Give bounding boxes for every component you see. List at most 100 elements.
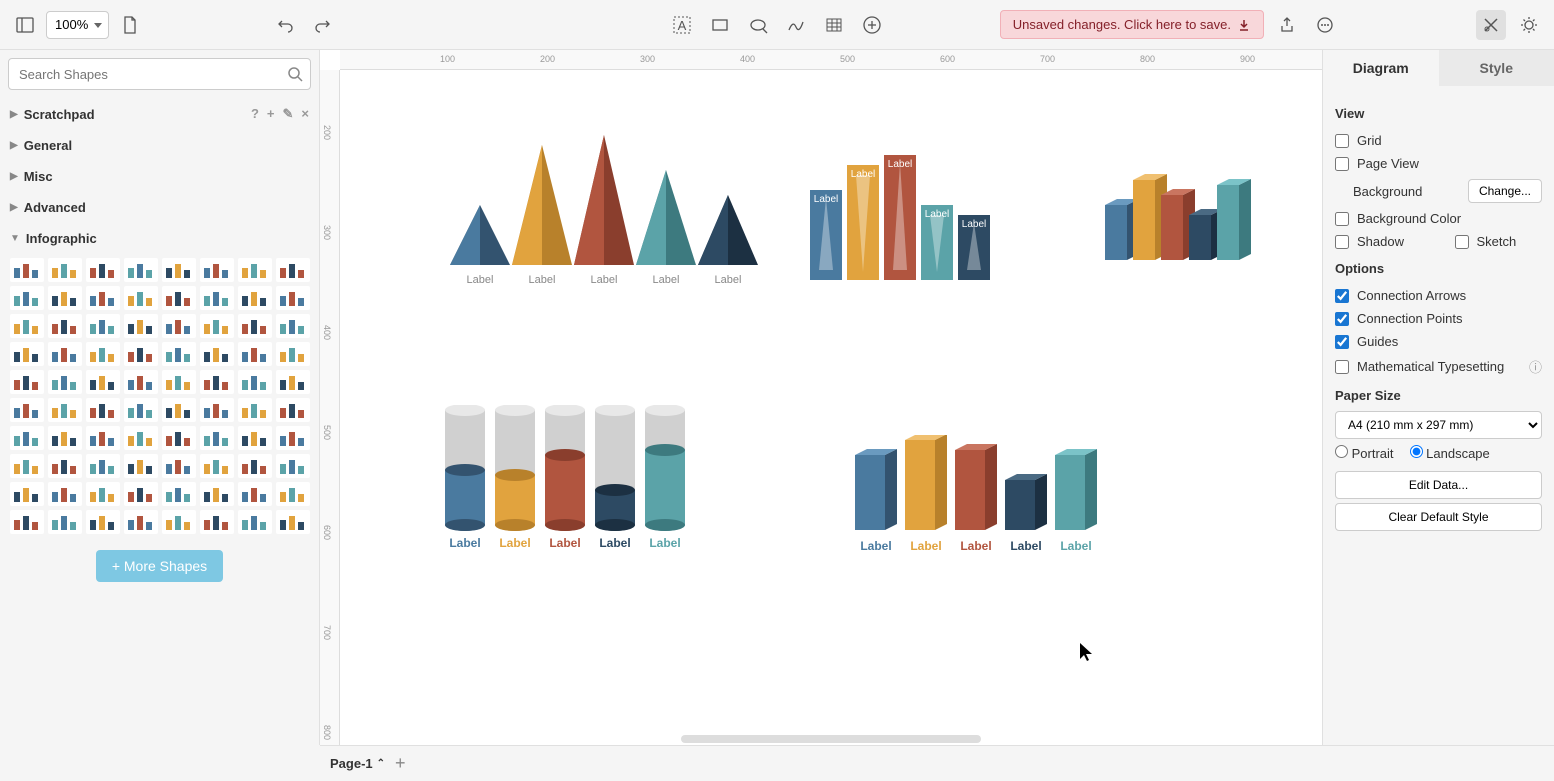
shape-thumb[interactable] — [276, 370, 310, 394]
shape-thumb[interactable] — [200, 398, 234, 422]
pyramid-chart[interactable]: LabelLabelLabelLabelLabel — [420, 130, 780, 325]
shape-thumb[interactable] — [200, 342, 234, 366]
shape-thumb[interactable] — [48, 370, 82, 394]
section-misc[interactable]: ▶Misc — [0, 161, 319, 192]
add-icon[interactable]: + — [267, 106, 275, 122]
shape-thumb[interactable] — [10, 286, 44, 310]
add-page-button[interactable]: + — [395, 753, 406, 774]
shape-thumb[interactable] — [124, 314, 158, 338]
sketch-checkbox[interactable] — [1455, 235, 1469, 249]
shape-thumb[interactable] — [238, 314, 272, 338]
shape-thumb[interactable] — [10, 258, 44, 282]
shape-thumb[interactable] — [124, 510, 158, 534]
shape-thumb[interactable] — [162, 426, 196, 450]
undo-icon[interactable] — [271, 10, 301, 40]
math-checkbox[interactable] — [1335, 360, 1349, 374]
shape-thumb[interactable] — [276, 398, 310, 422]
shape-thumb[interactable] — [162, 398, 196, 422]
close-icon[interactable]: × — [301, 106, 309, 122]
shape-thumb[interactable] — [238, 342, 272, 366]
shape-thumb[interactable] — [238, 398, 272, 422]
shape-thumb[interactable] — [124, 454, 158, 478]
shape-thumb[interactable] — [48, 426, 82, 450]
shape-thumb[interactable] — [86, 258, 120, 282]
tab-style[interactable]: Style — [1439, 50, 1554, 86]
shape-thumb[interactable] — [86, 398, 120, 422]
shape-thumb[interactable] — [86, 454, 120, 478]
shape-thumb[interactable] — [200, 482, 234, 506]
section-scratchpad[interactable]: ▶ Scratchpad ? + ✎ × — [0, 98, 319, 130]
section-general[interactable]: ▶General — [0, 130, 319, 161]
shape-thumb[interactable] — [10, 314, 44, 338]
shape-thumb[interactable] — [10, 370, 44, 394]
shape-thumb[interactable] — [200, 454, 234, 478]
iso-bar-chart[interactable] — [1105, 160, 1275, 305]
more-icon[interactable] — [1310, 10, 1340, 40]
shape-thumb[interactable] — [162, 314, 196, 338]
more-shapes-button[interactable]: + More Shapes — [96, 550, 223, 582]
shape-thumb[interactable] — [86, 482, 120, 506]
shape-thumb[interactable] — [48, 482, 82, 506]
shape-thumb[interactable] — [48, 286, 82, 310]
shape-thumb[interactable] — [238, 370, 272, 394]
help-icon[interactable]: ⓘ — [1529, 357, 1542, 376]
bgcolor-checkbox[interactable] — [1335, 212, 1349, 226]
shape-thumb[interactable] — [124, 258, 158, 282]
shape-thumb[interactable] — [86, 426, 120, 450]
shape-thumb[interactable] — [238, 426, 272, 450]
shape-thumb[interactable] — [162, 258, 196, 282]
landscape-radio[interactable] — [1410, 445, 1423, 458]
shape-thumb[interactable] — [162, 342, 196, 366]
landscape-radio-label[interactable]: Landscape — [1410, 445, 1490, 461]
add-tool-icon[interactable] — [857, 10, 887, 40]
save-banner[interactable]: Unsaved changes. Click here to save. — [1000, 10, 1264, 39]
guides-checkbox[interactable] — [1335, 335, 1349, 349]
shape-thumb[interactable] — [276, 482, 310, 506]
freehand-tool-icon[interactable] — [781, 10, 811, 40]
sidebar-toggle-icon[interactable] — [10, 10, 40, 40]
new-page-icon[interactable] — [115, 10, 145, 40]
shape-thumb[interactable] — [48, 398, 82, 422]
clear-style-button[interactable]: Clear Default Style — [1335, 503, 1542, 531]
bar3d-chart[interactable]: LabelLabelLabelLabelLabel — [855, 435, 1125, 585]
section-advanced[interactable]: ▶Advanced — [0, 192, 319, 223]
shape-thumb[interactable] — [10, 398, 44, 422]
shape-thumb[interactable] — [200, 510, 234, 534]
connarrows-checkbox[interactable] — [1335, 289, 1349, 303]
grid-checkbox[interactable] — [1335, 134, 1349, 148]
shape-thumb[interactable] — [86, 286, 120, 310]
shape-thumb[interactable] — [162, 454, 196, 478]
shape-thumb[interactable] — [124, 482, 158, 506]
shape-thumb[interactable] — [200, 314, 234, 338]
shape-thumb[interactable] — [276, 342, 310, 366]
shape-thumb[interactable] — [86, 510, 120, 534]
arrow-bar-chart[interactable]: LabelLabelLabelLabelLabel — [810, 140, 1000, 295]
help-icon[interactable]: ? — [251, 106, 259, 122]
table-tool-icon[interactable] — [819, 10, 849, 40]
portrait-radio[interactable] — [1335, 445, 1348, 458]
edit-icon[interactable]: ✎ — [283, 106, 294, 122]
shape-thumb[interactable] — [10, 454, 44, 478]
horizontal-scrollbar[interactable] — [681, 735, 981, 743]
shape-thumb[interactable] — [48, 258, 82, 282]
shape-thumb[interactable] — [162, 482, 196, 506]
share-icon[interactable] — [1272, 10, 1302, 40]
shape-thumb[interactable] — [162, 286, 196, 310]
shape-thumb[interactable] — [10, 426, 44, 450]
shape-thumb[interactable] — [124, 398, 158, 422]
shape-thumb[interactable] — [124, 426, 158, 450]
ellipse-tool-icon[interactable] — [743, 10, 773, 40]
theme-icon[interactable] — [1514, 10, 1544, 40]
shape-thumb[interactable] — [276, 314, 310, 338]
cylinder-chart[interactable]: LabelLabelLabelLabelLabel — [445, 405, 715, 585]
tab-diagram[interactable]: Diagram — [1323, 50, 1439, 86]
shape-thumb[interactable] — [200, 258, 234, 282]
shape-thumb[interactable] — [276, 454, 310, 478]
connpoints-checkbox[interactable] — [1335, 312, 1349, 326]
shape-thumb[interactable] — [86, 314, 120, 338]
rect-tool-icon[interactable] — [705, 10, 735, 40]
zoom-select[interactable]: 100% — [46, 11, 109, 39]
shape-thumb[interactable] — [200, 286, 234, 310]
shape-thumb[interactable] — [10, 482, 44, 506]
paper-size-select[interactable]: A4 (210 mm x 297 mm) — [1335, 411, 1542, 439]
